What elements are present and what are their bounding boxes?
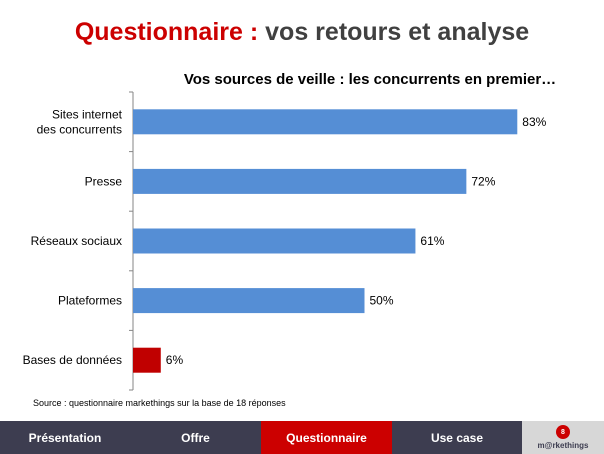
bottom-nav: Présentation Offre Questionnaire Use cas… [0, 421, 604, 454]
logo-text: m@rkethings [537, 441, 589, 450]
bar-value-label: 72% [471, 174, 495, 188]
category-label: Sites internet des concurrents [37, 107, 123, 136]
category-label-line: Sites internet [52, 107, 123, 121]
page-title: Questionnaire : vos retours et analyse [0, 18, 604, 47]
category-label-line: Plateformes [58, 294, 122, 308]
category-label-line: Réseaux sociaux [31, 234, 122, 248]
bar-chart: 83% Sites internet des concurrents 72% Press… [23, 91, 547, 391]
bar-value-label: 6% [166, 353, 184, 367]
bar-3 [133, 228, 416, 254]
page-title-rest: vos retours et analyse [265, 18, 530, 46]
source-note: Source : questionnaire markethings sur l… [33, 398, 286, 408]
category-label: Réseaux sociaux [31, 234, 122, 248]
nav-item-offre[interactable]: Offre [130, 421, 261, 454]
brand-logo[interactable]: 8 m@rkethings [522, 421, 604, 454]
bar-value-label: 83% [522, 115, 546, 129]
nav-item-use-case[interactable]: Use case [392, 421, 522, 454]
category-label-line: des concurrents [37, 122, 122, 136]
nav-item-label: Questionnaire [286, 430, 367, 445]
category-label: Presse [85, 174, 123, 188]
nav-item-label: Offre [181, 430, 210, 445]
logo-badge: 8 [556, 425, 570, 439]
nav-item-questionnaire[interactable]: Questionnaire [261, 421, 392, 454]
bar-2 [133, 168, 467, 194]
nav-item-presentation[interactable]: Présentation [0, 421, 130, 454]
bar-value-label: 61% [420, 234, 444, 248]
category-label-line: Presse [85, 174, 123, 188]
nav-item-label: Présentation [28, 430, 102, 445]
bar-5 [133, 347, 161, 373]
category-label: Bases de données [23, 353, 122, 367]
bar-1 [133, 109, 518, 135]
category-label-line: Bases de données [23, 353, 122, 367]
category-label: Plateformes [58, 294, 122, 308]
bar-value-label: 50% [370, 294, 394, 308]
page-title-accent: Questionnaire : [74, 18, 259, 46]
nav-item-label: Use case [430, 430, 484, 445]
chart-title: Vos sources de veille : les concurrents … [183, 71, 557, 88]
bar-4 [133, 288, 365, 314]
